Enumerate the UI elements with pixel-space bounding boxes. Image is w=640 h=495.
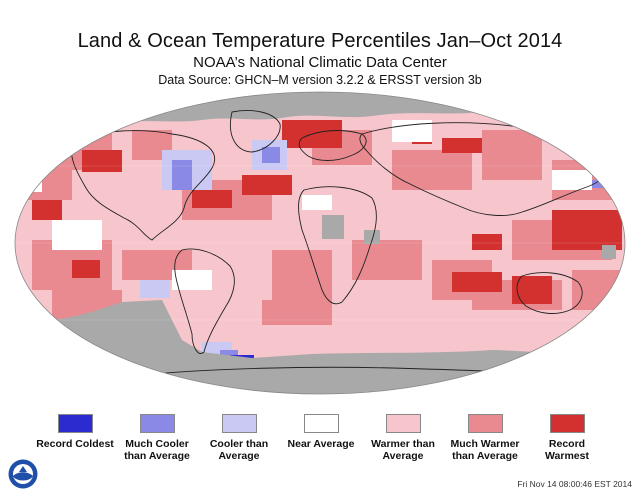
legend-item-warmer: Warmer than Average xyxy=(364,414,442,462)
world-map xyxy=(12,90,628,396)
swatch-much-warmer xyxy=(467,414,503,433)
legend-label: Much Cooler than Average xyxy=(124,438,190,462)
legend-item-near-average: Near Average xyxy=(282,414,360,450)
legend: Record Coldest Much Cooler than Average … xyxy=(36,414,604,474)
legend-item-cooler: Cooler than Average xyxy=(200,414,278,462)
near-average-regions xyxy=(22,120,592,290)
legend-item-much-warmer: Much Warmer than Average xyxy=(446,414,524,462)
graticule xyxy=(15,165,625,321)
legend-item-record-warmest: Record Warmest xyxy=(528,414,606,462)
timestamp: Fri Nov 14 08:00:46 EST 2014 xyxy=(517,479,632,489)
legend-label: Record Coldest xyxy=(36,438,114,450)
swatch-much-cooler xyxy=(139,414,175,433)
legend-item-record-coldest: Record Coldest xyxy=(36,414,114,450)
swatch-near-average xyxy=(303,414,339,433)
noaa-logo xyxy=(8,459,38,489)
map-title: Land & Ocean Temperature Percentiles Jan… xyxy=(77,30,563,52)
swatch-warmer xyxy=(385,414,421,433)
legend-label: Near Average xyxy=(287,438,355,450)
swatch-cooler xyxy=(221,414,257,433)
swatch-record-warmest xyxy=(549,414,585,433)
swatch-record-coldest xyxy=(57,414,93,433)
globe-outline xyxy=(14,91,626,395)
data-source-note: Data Source: GHCN–M version 3.2.2 & ERSS… xyxy=(158,73,482,87)
legend-label: Cooler than Average xyxy=(209,438,269,462)
legend-item-much-cooler: Much Cooler than Average xyxy=(118,414,196,462)
legend-label: Warmer than Average xyxy=(371,438,435,462)
map-subtitle: NOAA’s National Climatic Data Center xyxy=(193,54,447,71)
land-missing-data xyxy=(322,215,616,259)
antarctic-missing-data xyxy=(15,300,625,394)
legend-label: Record Warmest xyxy=(545,438,589,462)
legend-label: Much Warmer than Average xyxy=(450,438,520,462)
